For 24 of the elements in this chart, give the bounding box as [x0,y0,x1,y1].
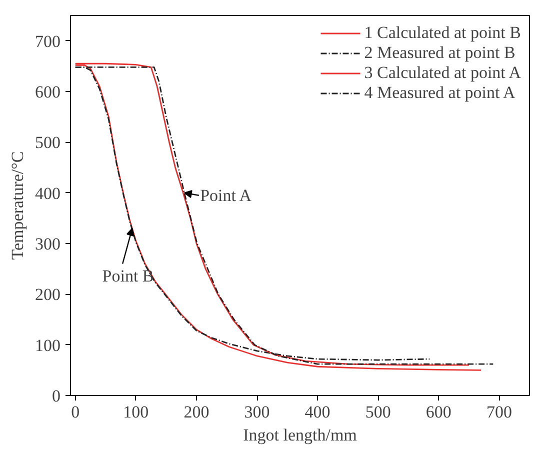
legend-label: 4 Measured at point A [364,83,516,103]
y-tick-label: 200 [35,285,60,304]
x-tick-label: 0 [71,402,80,422]
x-tick-label: 700 [486,402,512,422]
y-tick-label: 300 [35,234,60,254]
x-tick-label: 400 [304,402,330,422]
x-axis-title: Ingot length/mm [243,426,357,444]
x-tick-label: 200 [184,402,210,422]
annotation: Point B [102,266,154,286]
x-tick-label: 500 [365,402,391,422]
y-tick-label: 400 [35,184,60,203]
y-tick-label: 100 [35,336,60,355]
x-tick-label: 100 [123,402,149,422]
legend-label: 2 Measured at point B [364,43,516,63]
x-tick-label: 300 [244,402,270,422]
y-tick-label: 0 [52,386,60,406]
legend-label: 1 Calculated at point B [364,23,521,43]
y-tick-label: 700 [35,32,60,51]
y-axis-title: Temperature/°C [8,151,27,260]
x-tick-label: 600 [426,402,452,422]
y-tick-label: 600 [35,82,60,102]
annotation: Point A [200,186,252,205]
legend-label: 3 Calculated at point A [364,63,521,83]
y-tick-label: 500 [35,133,60,152]
